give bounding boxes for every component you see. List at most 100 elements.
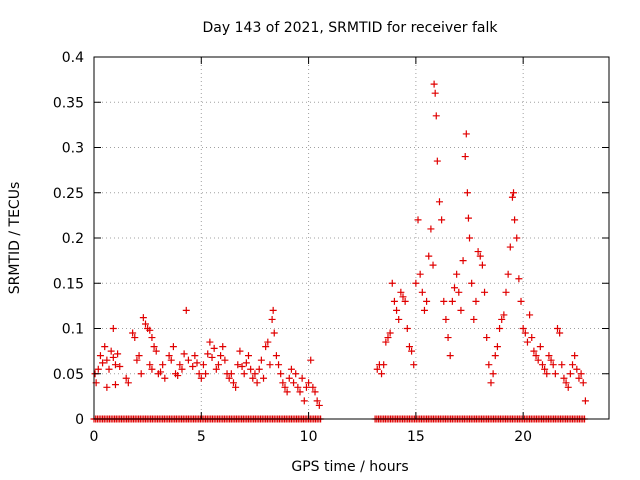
data-point bbox=[283, 388, 291, 396]
data-point bbox=[236, 347, 244, 355]
data-point bbox=[178, 365, 186, 373]
data-point bbox=[124, 379, 132, 387]
data-point bbox=[111, 361, 119, 369]
data-point bbox=[202, 370, 210, 378]
data-point bbox=[403, 325, 411, 332]
data-point bbox=[240, 370, 248, 378]
data-point bbox=[487, 379, 495, 387]
data-point bbox=[448, 297, 456, 305]
data-point bbox=[536, 343, 544, 351]
data-point bbox=[111, 381, 119, 389]
data-point bbox=[311, 388, 319, 396]
data-point bbox=[573, 365, 581, 373]
data-point bbox=[270, 329, 278, 337]
data-point bbox=[408, 347, 416, 355]
data-point bbox=[461, 153, 469, 161]
data-point bbox=[485, 361, 493, 369]
data-point bbox=[390, 297, 398, 305]
data-point bbox=[560, 374, 568, 382]
data-point bbox=[523, 338, 531, 346]
data-point bbox=[538, 361, 546, 369]
data-point bbox=[468, 279, 476, 287]
data-point bbox=[148, 334, 156, 342]
data-point bbox=[564, 383, 572, 391]
data-point bbox=[148, 365, 156, 373]
data-point bbox=[528, 334, 536, 342]
data-point bbox=[457, 306, 465, 314]
data-point bbox=[470, 315, 478, 323]
y-tick-label: 0.15 bbox=[53, 276, 84, 292]
data-point bbox=[109, 353, 117, 361]
data-point bbox=[395, 315, 403, 323]
data-point bbox=[225, 374, 233, 382]
data-point bbox=[268, 315, 276, 323]
data-point bbox=[440, 297, 448, 305]
x-tick-label: 10 bbox=[300, 429, 318, 445]
data-point bbox=[285, 374, 293, 382]
data-point bbox=[229, 379, 237, 387]
data-point bbox=[508, 193, 516, 201]
data-point bbox=[444, 334, 452, 342]
x-tick-label: 0 bbox=[90, 429, 99, 445]
data-point bbox=[493, 343, 501, 351]
data-point bbox=[513, 234, 521, 242]
data-point bbox=[103, 356, 111, 364]
data-point bbox=[174, 372, 182, 380]
data-point bbox=[556, 329, 564, 337]
data-point bbox=[466, 234, 474, 242]
data-point bbox=[410, 361, 418, 369]
data-point bbox=[167, 356, 175, 364]
data-point bbox=[195, 370, 203, 378]
y-tick-label: 0.05 bbox=[53, 367, 84, 383]
data-point bbox=[103, 383, 111, 391]
data-point bbox=[94, 365, 102, 373]
data-point bbox=[129, 329, 137, 337]
data-point bbox=[510, 189, 518, 197]
data-point bbox=[212, 365, 220, 373]
data-point bbox=[500, 311, 508, 319]
data-point bbox=[208, 353, 216, 361]
data-point bbox=[472, 297, 480, 305]
y-tick-label: 0.3 bbox=[62, 141, 84, 157]
data-point bbox=[451, 284, 458, 292]
data-point bbox=[150, 343, 158, 351]
data-point bbox=[251, 370, 259, 378]
data-point bbox=[462, 130, 470, 138]
data-point bbox=[96, 352, 104, 360]
data-point bbox=[442, 315, 450, 323]
data-point bbox=[425, 252, 433, 260]
data-point bbox=[558, 361, 566, 369]
data-point bbox=[165, 352, 173, 360]
data-point bbox=[146, 326, 154, 334]
data-point bbox=[399, 293, 407, 301]
data-point bbox=[122, 374, 130, 382]
data-point bbox=[287, 365, 295, 373]
x-tick-label: 5 bbox=[197, 429, 206, 445]
data-point bbox=[526, 311, 534, 319]
data-point bbox=[99, 359, 107, 367]
chart-title: Day 143 of 2021, SRMTID for receiver fal… bbox=[203, 20, 499, 36]
data-point bbox=[481, 288, 489, 296]
data-point bbox=[521, 329, 529, 337]
data-point bbox=[159, 361, 167, 369]
data-point bbox=[300, 397, 308, 405]
data-point bbox=[464, 214, 472, 222]
data-point bbox=[551, 370, 559, 378]
data-point bbox=[489, 370, 497, 378]
y-tick-label: 0.25 bbox=[53, 186, 84, 202]
data-point bbox=[309, 383, 317, 391]
data-point bbox=[262, 343, 270, 351]
y-tick-label: 0.35 bbox=[53, 95, 84, 111]
data-point bbox=[257, 356, 265, 364]
data-point bbox=[543, 370, 551, 378]
y-axis-label: SRMTID / TECUs bbox=[7, 182, 23, 295]
data-point bbox=[238, 363, 246, 371]
data-point bbox=[315, 401, 323, 409]
data-point bbox=[378, 370, 386, 378]
data-point bbox=[397, 288, 405, 296]
grid-lines bbox=[94, 57, 609, 419]
data-point bbox=[105, 365, 113, 373]
data-point bbox=[401, 297, 409, 305]
y-tick-label: 0.1 bbox=[62, 322, 84, 338]
data-point bbox=[476, 252, 484, 260]
